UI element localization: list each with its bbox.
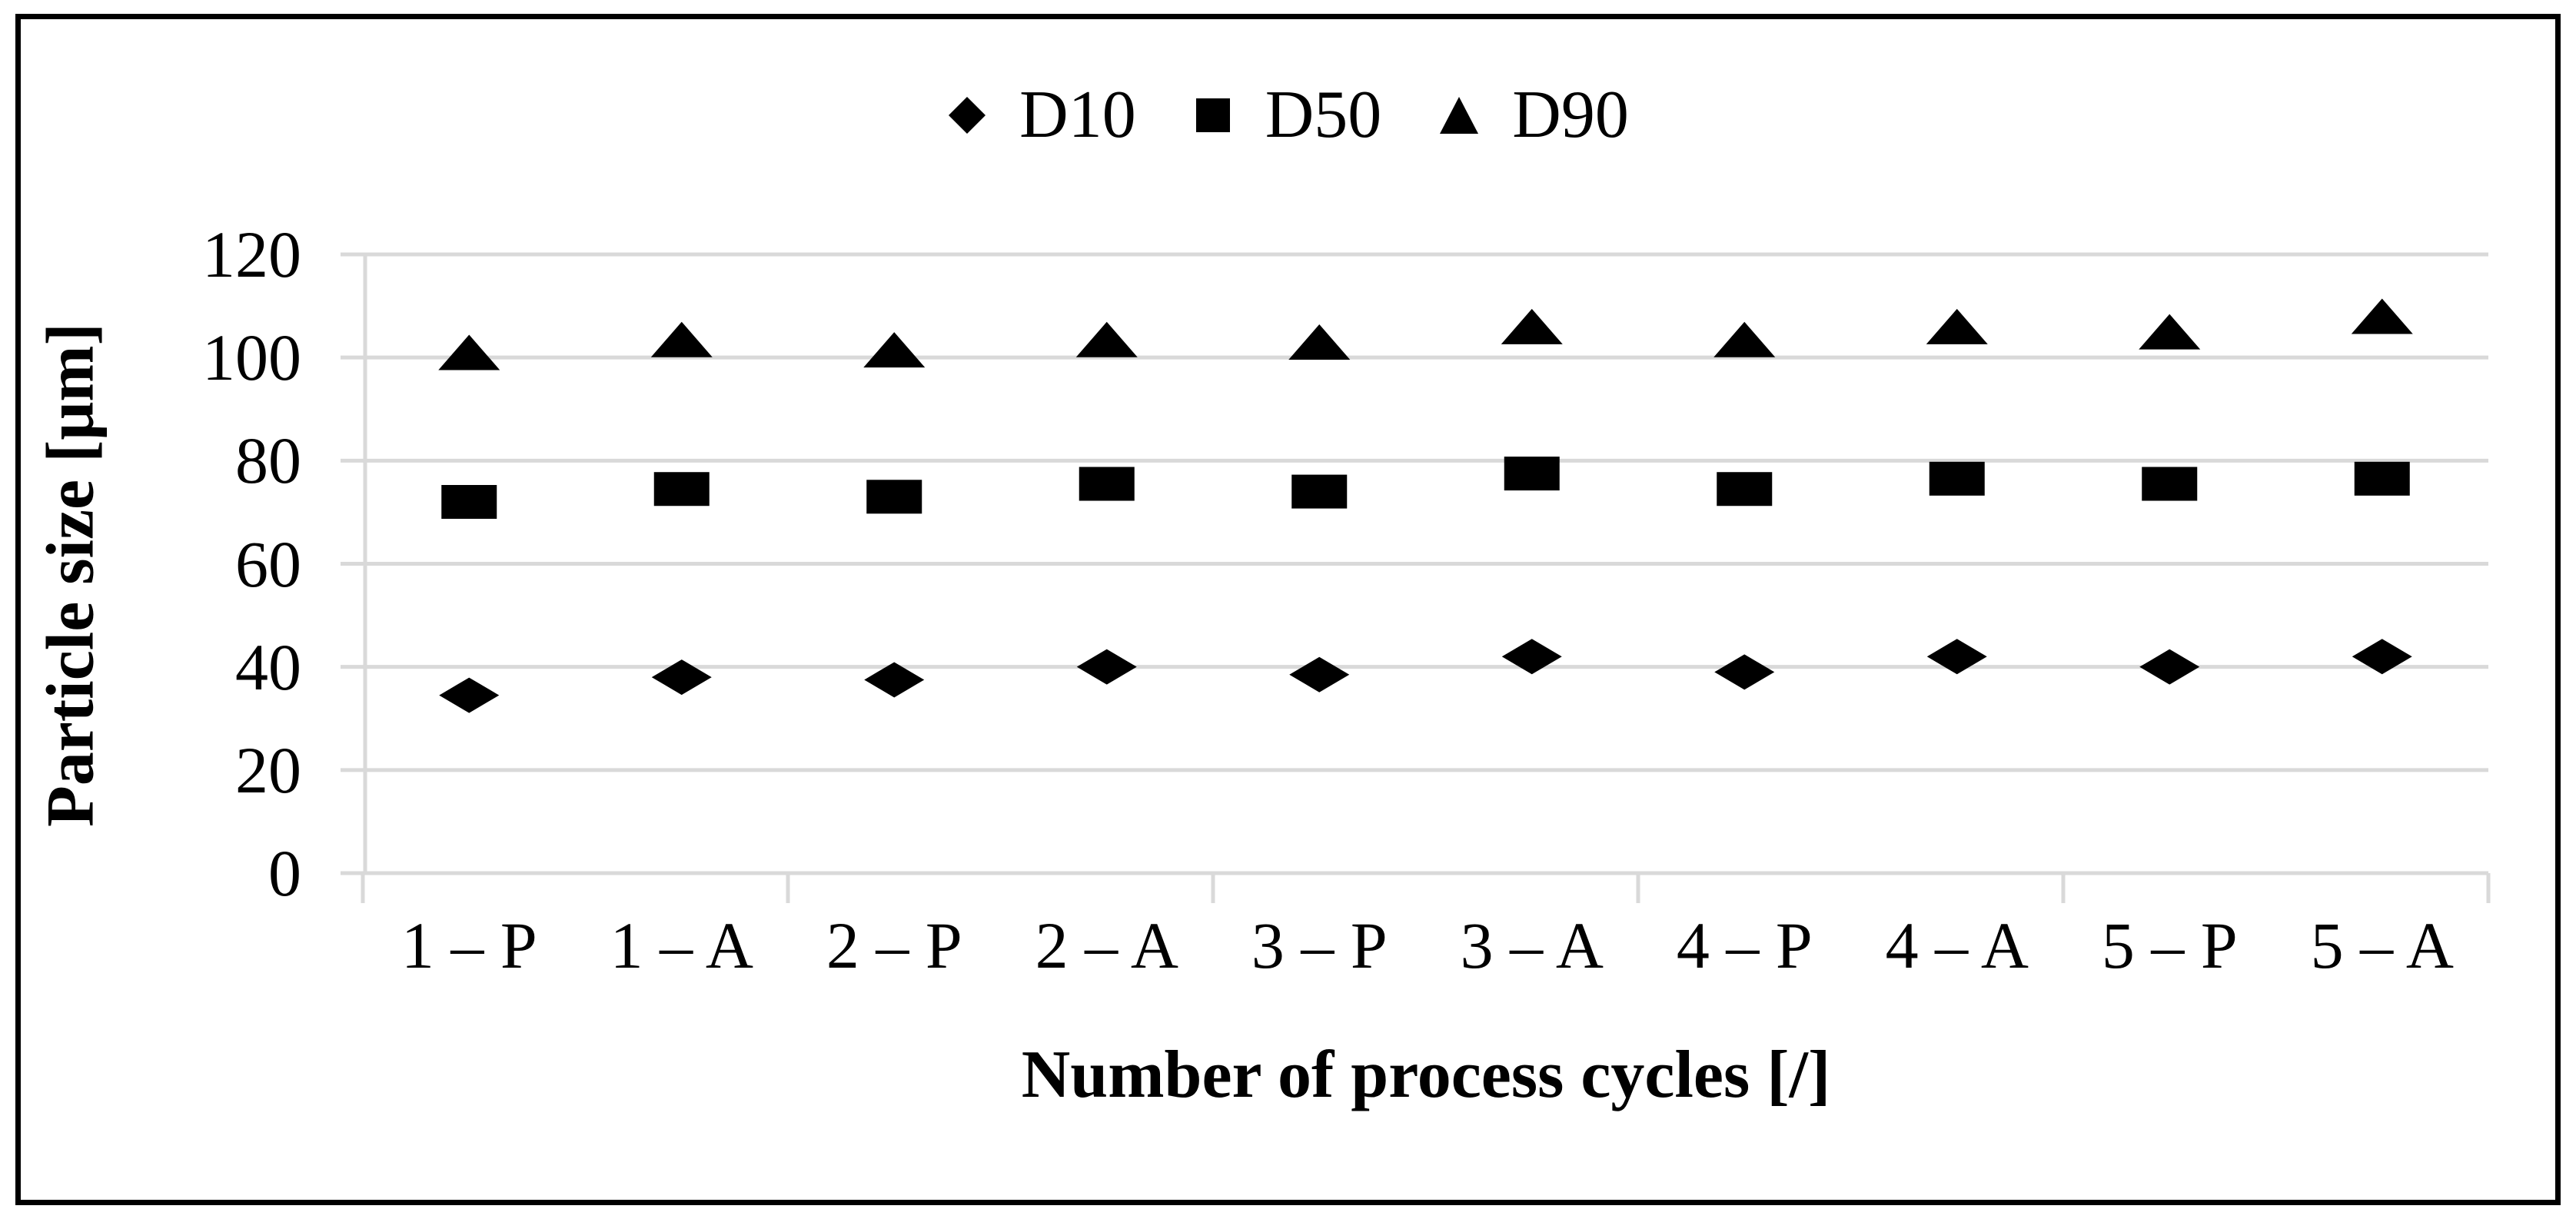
y-tick-label: 80 xyxy=(235,423,301,498)
marker-triangle xyxy=(1075,321,1138,357)
marker-diamond xyxy=(2139,649,2200,685)
x-category-label: 4 – P xyxy=(1676,908,1813,982)
marker-square xyxy=(866,480,922,514)
legend-item-d90: D90 xyxy=(1438,77,1629,154)
marker-diamond xyxy=(651,659,712,696)
marker-diamond xyxy=(864,662,925,698)
x-category-label: 1 – A xyxy=(610,908,753,982)
legend: D10 D50 D90 xyxy=(0,77,2576,154)
legend-item-d10: D10 xyxy=(947,77,1136,154)
x-category-label: 5 – P xyxy=(2101,908,2238,982)
marker-square xyxy=(1929,461,1985,496)
marker-diamond xyxy=(1076,649,1137,685)
marker-square xyxy=(1717,472,1773,507)
marker-diamond xyxy=(1714,654,1775,690)
triangle-icon xyxy=(1440,97,1479,134)
marker-square xyxy=(1291,474,1348,509)
x-category-label: 5 – A xyxy=(2310,908,2454,982)
marker-square xyxy=(1504,457,1560,491)
x-axis-title: Number of process cycles [/] xyxy=(1021,1038,1831,1112)
y-tick-label: 0 xyxy=(268,836,301,910)
legend-label-d50: D50 xyxy=(1265,78,1382,152)
marker-diamond xyxy=(2352,639,2412,675)
marker-diamond xyxy=(1289,656,1350,693)
y-tick-label: 20 xyxy=(235,732,301,807)
x-category-label: 2 – P xyxy=(826,908,962,982)
x-category-label: 2 – A xyxy=(1035,908,1178,982)
x-category-label: 3 – A xyxy=(1460,908,1604,982)
square-icon xyxy=(1195,98,1230,132)
marker-triangle xyxy=(438,334,500,370)
marker-triangle xyxy=(650,321,713,357)
marker-square xyxy=(1079,467,1135,501)
y-tick-label: 60 xyxy=(235,526,301,601)
marker-square xyxy=(2142,467,2198,501)
marker-triangle xyxy=(863,332,926,368)
marker-triangle xyxy=(1501,308,1563,344)
marker-square xyxy=(441,485,497,519)
marker-square xyxy=(2354,461,2410,496)
legend-label-d10: D10 xyxy=(1019,78,1136,152)
y-tick-label: 120 xyxy=(202,218,301,291)
y-axis-title: Particle size [μm] xyxy=(33,323,108,827)
marker-triangle xyxy=(1288,324,1351,360)
marker-triangle xyxy=(2139,314,2201,350)
marker-triangle xyxy=(1926,308,1988,344)
x-category-label: 1 – P xyxy=(401,908,537,982)
marker-diamond xyxy=(439,677,500,713)
marker-triangle xyxy=(1713,321,1776,357)
diamond-icon xyxy=(949,97,986,134)
marker-diamond xyxy=(1501,639,1562,675)
marker-square xyxy=(653,472,710,507)
y-tick-label: 40 xyxy=(235,629,301,704)
legend-item-d50: D50 xyxy=(1193,77,1382,154)
legend-label-d90: D90 xyxy=(1512,78,1629,152)
x-category-label: 3 – P xyxy=(1251,908,1388,982)
x-category-label: 4 – A xyxy=(1885,908,2029,982)
marker-diamond xyxy=(1926,639,1987,675)
y-tick-label: 100 xyxy=(202,321,301,395)
marker-triangle xyxy=(2351,298,2413,334)
